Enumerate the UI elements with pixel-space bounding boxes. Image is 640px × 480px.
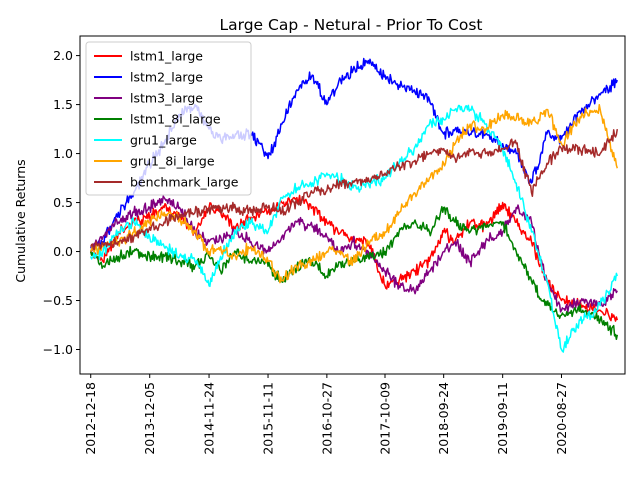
y-tick-label: 0.5 xyxy=(53,195,73,210)
x-tick-label: 2016-10-27 xyxy=(319,382,334,455)
plot-frame xyxy=(79,35,626,375)
legend-label: gru1_large xyxy=(130,133,197,148)
legend-label: benchmark_large xyxy=(130,175,239,190)
legend-box xyxy=(85,41,252,196)
y-tick-label: −0.5 xyxy=(43,293,73,308)
x-tick-label: 2019-09-11 xyxy=(495,382,510,455)
series-line-gru1-large xyxy=(90,104,619,353)
x-tick-label: 2014-11-24 xyxy=(202,382,217,455)
y-axis: −1.0 −0.5 0.0 0.5 1.0 1.5 2.0 xyxy=(43,48,80,357)
y-tick-label: 0.0 xyxy=(53,244,73,259)
x-tick-label: 2012-12-18 xyxy=(83,382,98,455)
x-tick-label: 2020-08-27 xyxy=(554,382,569,455)
y-tick-label: −1.0 xyxy=(43,342,73,357)
series-line-gru1-8i-large xyxy=(90,104,619,284)
y-tick-label: 1.0 xyxy=(53,146,73,161)
y-axis-label: Cumulative Returns xyxy=(13,159,28,282)
legend-label: lstm1_large xyxy=(130,49,203,64)
legend-label: lstm2_large xyxy=(130,70,203,85)
x-axis: 2012-12-18 2013-12-05 2014-11-24 2015-11-11… xyxy=(83,374,569,455)
x-tick-label: 2015-11-11 xyxy=(261,382,276,455)
x-tick-label: 2018-09-24 xyxy=(436,382,451,455)
y-tick-label: 2.0 xyxy=(53,48,73,63)
x-tick-label: 2017-10-09 xyxy=(378,382,393,455)
series-line-benchmark-large xyxy=(90,128,619,251)
chart-title: Large Cap - Netural - Prior To Cost xyxy=(219,16,482,34)
legend-label: lstm3_large xyxy=(130,91,203,106)
legend: lstm1_large lstm2_large lstm3_large lstm1_8… xyxy=(85,41,252,196)
legend-label: lstm1_8i_large xyxy=(130,112,221,127)
legend-label: gru1_8i_large xyxy=(130,154,215,169)
x-tick-label: 2013-12-05 xyxy=(142,382,157,455)
y-tick-label: 1.5 xyxy=(53,97,73,112)
